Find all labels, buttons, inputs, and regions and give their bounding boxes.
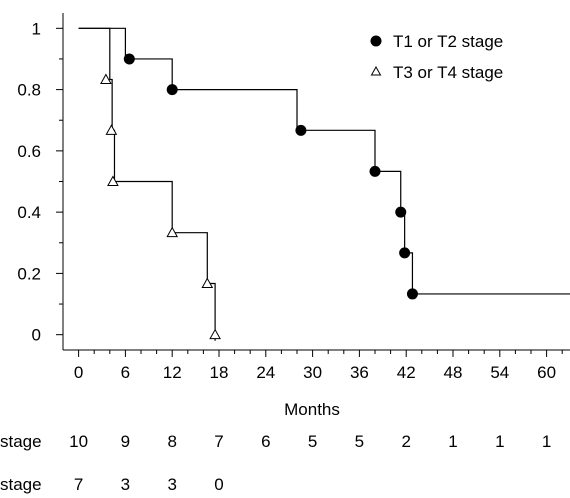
x-tick-label: 48: [444, 363, 463, 382]
x-tick-label: 42: [397, 363, 416, 382]
x-tick-label: 6: [121, 363, 130, 382]
legend-label-t3-t4: T3 or T4 stage: [393, 63, 503, 82]
data-point-t1-t2: [295, 124, 307, 136]
risk-table-cell: 6: [261, 432, 270, 451]
risk-row-label-2: stage: [0, 475, 42, 494]
risk-table-cell: 0: [214, 475, 223, 494]
x-tick-label: 36: [350, 363, 369, 382]
data-point-t3-t4: [209, 328, 221, 340]
data-point-t3-t4: [201, 277, 214, 289]
series-line-2: [78, 27, 216, 341]
x-tick-label: 0: [74, 363, 83, 382]
data-point-t3-t4: [105, 124, 118, 135]
risk-table-cell: 3: [167, 475, 176, 494]
x-tick-label: 30: [303, 363, 322, 382]
risk-table-cell: 5: [355, 432, 364, 451]
risk-table-cell: 9: [121, 432, 130, 451]
risk-table-cell: 5: [308, 432, 317, 451]
data-point-t1-t2: [123, 53, 135, 65]
risk-row-label-1: stage: [0, 432, 42, 451]
data-point-t1-t2: [166, 84, 178, 96]
y-tick-label: 0: [32, 326, 41, 345]
risk-table-cell: 7: [74, 475, 83, 494]
risk-table: stage stage 10 9 8 7 6 5 5 2 1 1 17 3 3 0: [0, 432, 551, 494]
risk-table-cell: 1: [448, 432, 457, 451]
series-layer: [78, 27, 570, 341]
risk-table-cell: 2: [401, 432, 410, 451]
legend: T1 or T2 stage T3 or T4 stage: [370, 32, 503, 82]
risk-table-cell: 8: [167, 432, 176, 451]
x-tick-label: 24: [256, 363, 275, 382]
data-point-t3-t4: [100, 73, 112, 84]
risk-table-cell: 7: [214, 432, 223, 451]
x-axis-title: Months: [284, 400, 340, 419]
data-point-t1-t2: [399, 247, 411, 259]
y-tick-label: 1: [32, 19, 41, 38]
legend-marker-t3-t4: [370, 65, 382, 76]
legend-marker-t1-t2: [370, 35, 382, 47]
legend-label-t1-t2: T1 or T2 stage: [393, 32, 503, 51]
data-point-t3-t4: [107, 175, 119, 186]
x-tick-label: 18: [210, 363, 229, 382]
data-point-t1-t2: [406, 288, 418, 300]
x-tick-label: 54: [490, 363, 509, 382]
y-tick-label: 0.2: [17, 264, 41, 283]
y-tick-label: 0.6: [17, 142, 41, 161]
x-tick-label: 12: [163, 363, 182, 382]
risk-table-cell: 1: [495, 432, 504, 451]
risk-table-cell: 3: [121, 475, 130, 494]
x-tick-label: 60: [537, 363, 556, 382]
data-point-t1-t2: [369, 165, 381, 177]
y-tick-label: 0.8: [17, 81, 41, 100]
y-tick-label: 0.4: [17, 203, 41, 222]
data-point-t1-t2: [395, 206, 407, 218]
risk-table-cell: 10: [69, 432, 88, 451]
risk-table-cell: 1: [542, 432, 551, 451]
x-axis-ticks: 0 6 12 18 24 30 36 42 48 54 60: [74, 350, 563, 382]
data-point-t3-t4: [166, 226, 179, 238]
y-axis-ticks: 0 0.2 0.4 0.6 0.8 1: [17, 19, 63, 345]
